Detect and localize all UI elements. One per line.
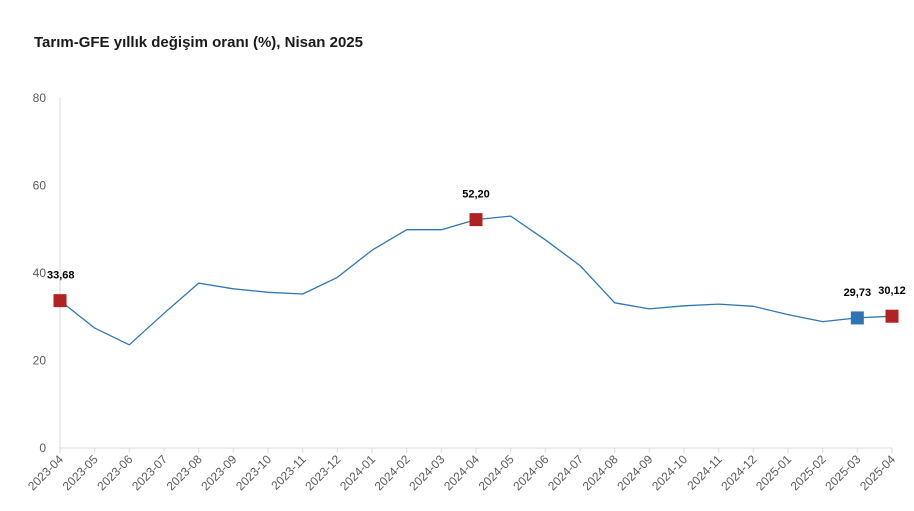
x-tick-label: 2023-08 — [164, 452, 205, 493]
data-label: 30,12 — [878, 285, 906, 297]
data-label: 52,20 — [462, 189, 490, 201]
x-tick-label: 2023-05 — [60, 452, 101, 493]
series-line — [59, 215, 893, 346]
x-tick-label: 2024-08 — [580, 452, 621, 493]
x-tick-label: 2024-06 — [510, 452, 551, 493]
x-tick-label: 2023-07 — [129, 452, 170, 493]
x-tick-label: 2024-11 — [684, 452, 725, 493]
y-tick-label: 60 — [33, 179, 47, 193]
x-tick-label: 2025-03 — [822, 452, 863, 493]
data-point-marker — [885, 309, 899, 323]
x-tick-label: 2025-02 — [788, 452, 829, 493]
x-tick-label: 2023-09 — [198, 452, 239, 493]
x-tick-label: 2024-10 — [649, 452, 690, 493]
x-tick-label: 2023-04 — [25, 452, 66, 493]
x-tick-label: 2024-04 — [441, 452, 482, 493]
x-tick-label: 2024-12 — [718, 452, 759, 493]
x-tick-label: 2025-01 — [753, 452, 794, 493]
y-tick-label: 80 — [33, 91, 47, 105]
x-tick-label: 2023-06 — [94, 452, 135, 493]
data-point-marker — [53, 294, 67, 308]
x-tick-label: 2023-11 — [268, 452, 309, 493]
y-tick-label: 0 — [39, 441, 46, 455]
y-tick-label: 20 — [33, 354, 47, 368]
y-tick-label: 40 — [33, 266, 47, 280]
data-point-marker — [469, 213, 483, 227]
data-label: 33,68 — [47, 270, 75, 282]
x-tick-label: 2024-03 — [406, 452, 447, 493]
x-tick-label: 2024-09 — [614, 452, 655, 493]
x-tick-label: 2024-01 — [337, 452, 378, 493]
x-tick-label: 2023-12 — [302, 452, 343, 493]
x-tick-label: 2023-10 — [233, 452, 274, 493]
x-tick-label: 2025-04 — [857, 452, 898, 493]
data-point-marker — [850, 311, 864, 325]
chart-title: Tarım-GFE yıllık değişim oranı (%), Nisa… — [34, 34, 363, 51]
x-tick-label: 2024-05 — [476, 452, 517, 493]
x-tick-label: 2024-02 — [372, 452, 413, 493]
x-tick-label: 2024-07 — [545, 452, 586, 493]
data-label: 29,73 — [844, 287, 872, 299]
